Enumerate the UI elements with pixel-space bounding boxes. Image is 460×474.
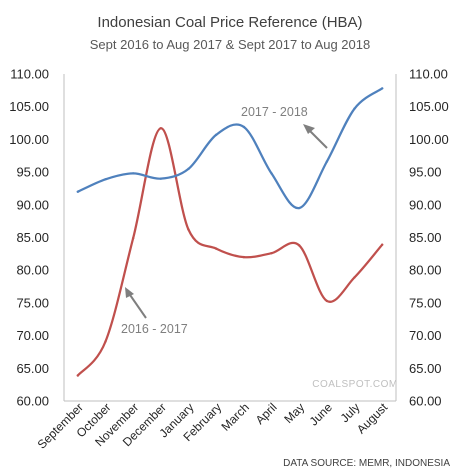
annotation-label-2016-2017: 2016 - 2017 [121, 322, 188, 336]
y-tick-label-left: 100.00 [9, 132, 49, 147]
y-tick-label-right: 80.00 [409, 263, 442, 278]
x-tick-label: May [281, 400, 307, 426]
y-tick-label-right: 70.00 [409, 328, 442, 343]
y-tick-label-left: 85.00 [16, 230, 49, 245]
y-tick-label-left: 105.00 [9, 99, 49, 114]
data-point [104, 178, 107, 181]
x-tick-label: August [354, 400, 391, 437]
data-point [187, 167, 190, 171]
data-point [297, 244, 301, 247]
data-point [353, 107, 356, 110]
data-point [380, 87, 384, 90]
y-tick-label-right: 95.00 [409, 165, 442, 180]
y-tick-label-left: 90.00 [16, 197, 49, 212]
chart-title: Indonesian Coal Price Reference (HBA) [97, 14, 362, 31]
y-tick-label-left: 65.00 [16, 361, 49, 376]
y-tick-label-right: 60.00 [409, 394, 442, 409]
watermark: COALSPOT.COM [312, 379, 397, 390]
data-point [297, 206, 301, 210]
y-tick-label-left: 80.00 [16, 263, 49, 278]
data-point [325, 299, 329, 303]
y-tick-label-right: 75.00 [409, 295, 442, 310]
data-point [270, 251, 273, 255]
data-point [76, 190, 80, 193]
arrow-head-icon [125, 287, 134, 298]
x-tick-label: April [253, 400, 280, 427]
data-point [325, 160, 329, 163]
data-point [242, 125, 246, 129]
data-point [131, 236, 135, 240]
data-point [187, 228, 190, 231]
data-point [353, 276, 356, 279]
series-group [76, 87, 384, 377]
data-point [270, 172, 273, 175]
annotation-label-2017-2018: 2017 - 2018 [241, 105, 308, 119]
y-tick-label-right: 90.00 [409, 197, 442, 212]
y-tick-label-left: 110.00 [10, 67, 49, 82]
y-tick-label-right: 65.00 [409, 361, 442, 376]
x-tick-label: June [307, 400, 336, 429]
data-source-note: DATA SOURCE: MEMR, INDONESIA [283, 458, 450, 469]
chart-subtitle: Sept 2016 to Aug 2017 & Sept 2017 to Aug… [90, 37, 370, 52]
y-axis-right: 60.00 65.00 70.00 75.00 80.00 85.00 90.00 95.00… [409, 67, 449, 409]
y-tick-label-right: 105.00 [409, 99, 449, 114]
data-point [214, 247, 218, 250]
annotation-2016-2017: 2016 - 2017 [121, 287, 188, 336]
x-axis: SeptemberOctoberNovemberDecemberJanuaryF… [35, 400, 391, 452]
series-line-2017-2018 [76, 87, 384, 210]
data-point [131, 172, 135, 175]
y-tick-label-left: 95.00 [16, 165, 49, 180]
data-point [159, 127, 163, 130]
y-axis-left: 60.00 65.00 70.00 75.00 80.00 85.00 90.00 95.00… [9, 67, 49, 409]
annotation-arrow-2016-2017 [127, 291, 147, 319]
y-tick-label-left: 60.00 [16, 394, 49, 409]
y-tick-label-right: 85.00 [409, 230, 442, 245]
annotation-2017-2018: 2017 - 2018 [241, 105, 328, 149]
y-tick-label-left: 70.00 [16, 328, 49, 343]
data-point [76, 374, 80, 377]
x-tick-label: March [218, 400, 251, 433]
data-point [380, 243, 384, 246]
y-tick-label-right: 100.00 [409, 132, 449, 147]
y-tick-label-right: 110.00 [409, 67, 448, 82]
data-point [159, 177, 163, 180]
data-point [214, 133, 218, 137]
data-point [104, 340, 107, 343]
arrow-head-icon [303, 124, 315, 134]
data-point [242, 255, 246, 259]
y-tick-label-left: 75.00 [16, 295, 49, 310]
series-line-2016-2017 [76, 127, 384, 377]
